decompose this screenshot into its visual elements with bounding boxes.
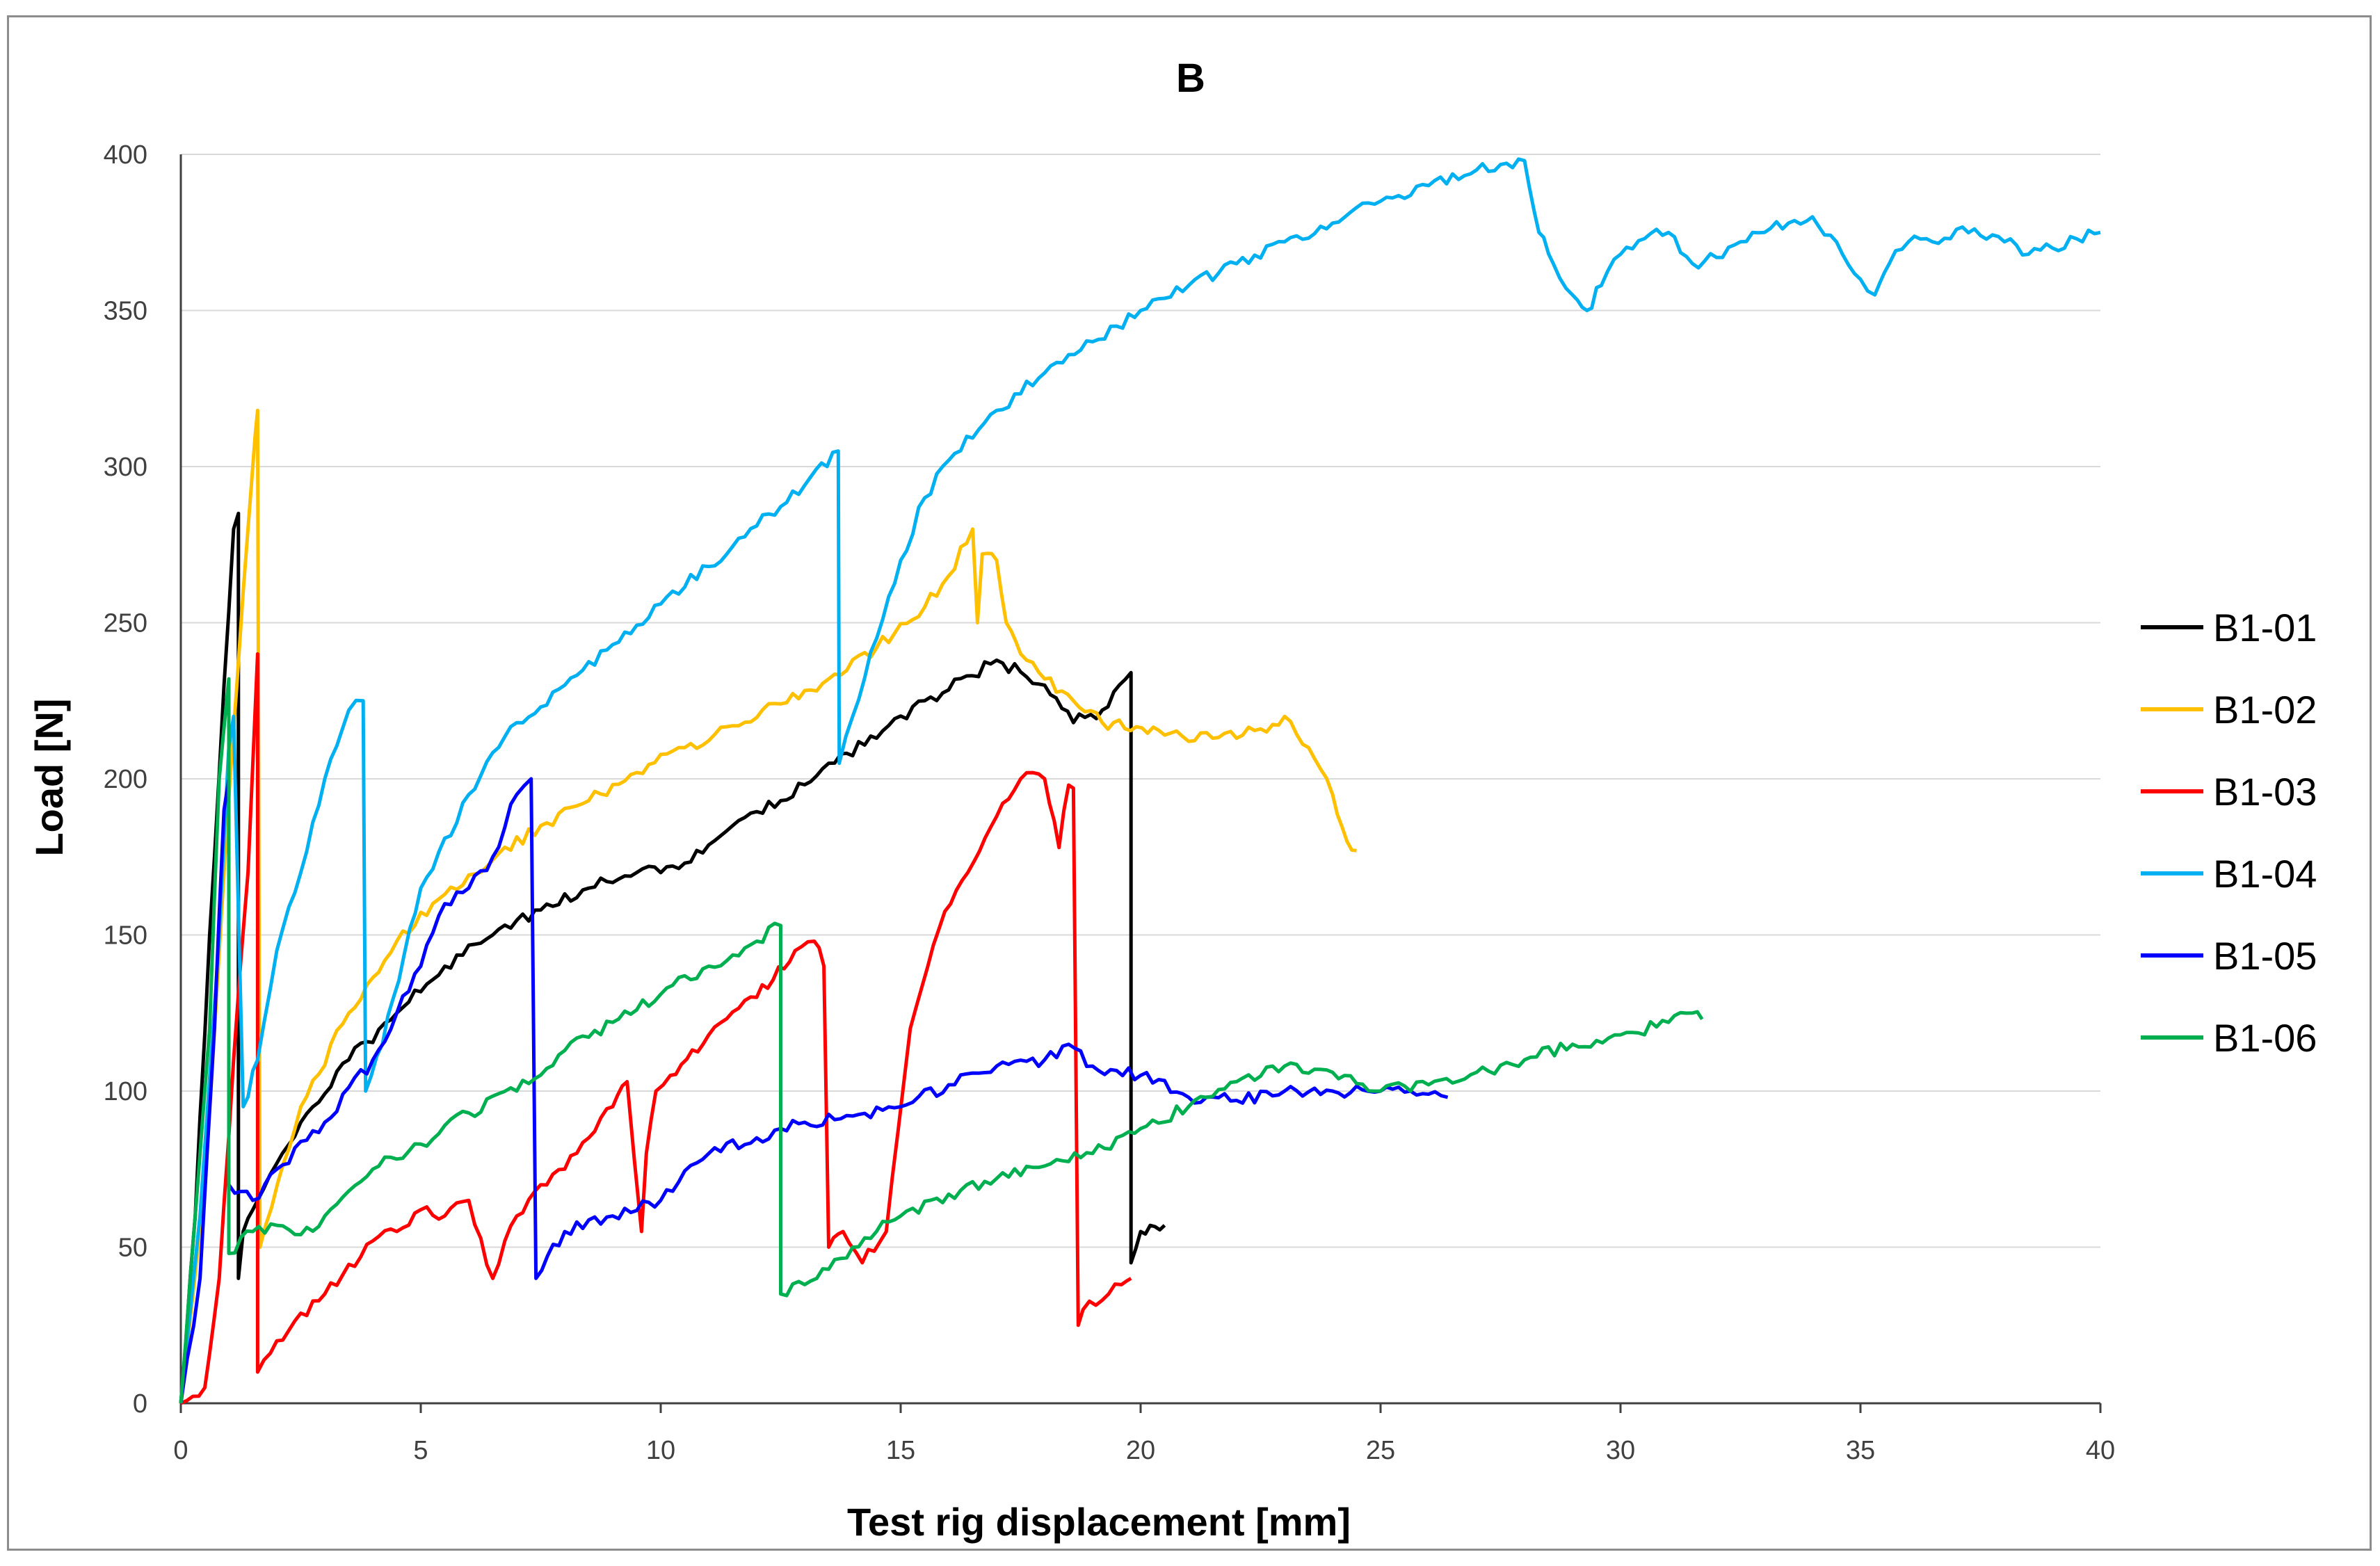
legend-label-b1-05: B1-05 xyxy=(2213,934,2317,978)
series-line-b1-05 xyxy=(179,777,1449,1404)
axes: 0 50 100 150 200 250 300 350 400 0 5 10 15 20 25 30 35 40 xyxy=(104,140,2116,1465)
x-tick-label-5: 5 xyxy=(413,1436,428,1465)
series-lines xyxy=(179,157,2101,1405)
y-tick-label-400: 400 xyxy=(104,140,147,170)
legend-label-b1-02: B1-02 xyxy=(2213,688,2317,732)
y-tick-label-250: 250 xyxy=(104,609,147,638)
y-tick-label-100: 100 xyxy=(104,1077,147,1106)
y-tick-label-300: 300 xyxy=(104,453,147,482)
y-tick-label-0: 0 xyxy=(133,1389,147,1419)
legend-label-b1-04: B1-04 xyxy=(2213,852,2317,896)
x-tick-label-10: 10 xyxy=(646,1436,675,1465)
series-line-b1-01 xyxy=(179,511,1166,1404)
series-line-b1-06 xyxy=(179,677,1704,1404)
x-tick-label-0: 0 xyxy=(173,1436,188,1465)
chart-frame xyxy=(7,15,2372,1551)
x-tick-label-40: 40 xyxy=(2086,1436,2115,1465)
x-tick-label-20: 20 xyxy=(1126,1436,1155,1465)
y-tick-label-150: 150 xyxy=(104,921,147,951)
y-axis-title: Load [N] xyxy=(27,698,71,856)
chart-title: B xyxy=(1176,56,1205,101)
x-tick-label-30: 30 xyxy=(1606,1436,1635,1465)
series-line-b1-02 xyxy=(179,408,1357,1404)
x-tick-label-25: 25 xyxy=(1366,1436,1395,1465)
x-tick-label-35: 35 xyxy=(1846,1436,1875,1465)
legend-label-b1-06: B1-06 xyxy=(2213,1016,2317,1060)
series-line-b1-03 xyxy=(179,652,1132,1405)
x-axis-title: Test rig displacement [mm] xyxy=(847,1500,1351,1544)
x-tick-label-15: 15 xyxy=(886,1436,915,1465)
legend: B1-01 B1-02 B1-03 B1-04 B1-05 B1-06 xyxy=(2141,606,2317,1060)
y-tick-label-350: 350 xyxy=(104,297,147,326)
y-tick-label-200: 200 xyxy=(104,765,147,794)
series-line-b1-04 xyxy=(179,157,2101,1404)
legend-label-b1-03: B1-03 xyxy=(2213,770,2317,814)
legend-label-b1-01: B1-01 xyxy=(2213,606,2317,649)
y-tick-label-50: 50 xyxy=(118,1234,147,1263)
gridlines xyxy=(181,154,2100,1248)
